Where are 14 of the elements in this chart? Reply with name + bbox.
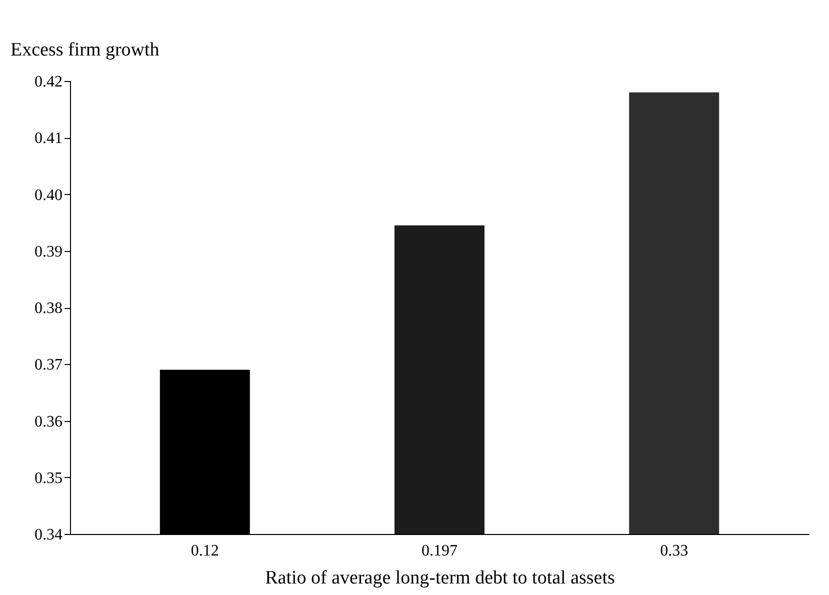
y-tick-label: 0.35 — [34, 470, 62, 487]
y-tick-label: 0.34 — [34, 526, 62, 544]
x-tick-label: 0.33 — [660, 542, 688, 560]
y-tick-label: 0.41 — [34, 130, 62, 148]
y-tick-label: 0.38 — [34, 300, 62, 317]
y-tick-label: 0.36 — [34, 413, 62, 430]
y-axis-title: Excess firm growth — [10, 40, 160, 60]
x-tick-label: 0.197 — [422, 542, 458, 560]
x-tick-label: 0.12 — [190, 542, 219, 560]
y-tick-label: 0.40 — [34, 186, 62, 204]
x-axis-title: Ratio of average long-term debt to total assets — [265, 568, 615, 588]
y-tick-label: 0.42 — [34, 74, 62, 90]
y-tick-label: 0.37 — [34, 356, 62, 374]
y-tick-label: 0.39 — [34, 243, 62, 260]
